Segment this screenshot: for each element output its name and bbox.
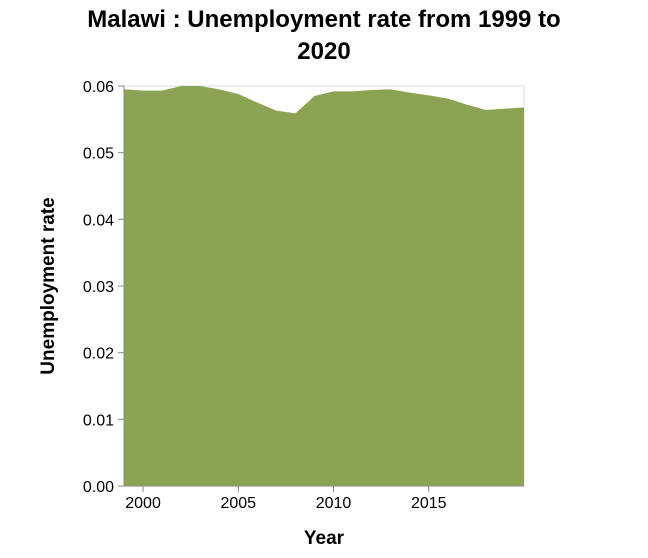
x-tick-label: 2000 [125,495,161,512]
y-tick-label: 0.02 [83,346,114,363]
y-axis: 0.00 0.01 0.02 0.03 0.04 0.05 0.06 [83,79,125,496]
x-axis: 2000 2005 2010 2015 [124,485,524,512]
x-tick-label: 2005 [220,495,256,512]
y-axis-title: Unemployment rate [38,197,59,374]
x-axis-title: Year [304,528,345,549]
chart-title: Malawi : Unemployment rate from 1999 to … [0,4,648,68]
x-tick-label: 2015 [411,495,447,512]
y-tick-label: 0.06 [83,79,114,96]
chart-title-line-2: 2020 [297,38,351,65]
y-tick-label: 0.03 [83,279,114,296]
y-tick-label: 0.00 [83,479,114,496]
y-tick-label: 0.01 [83,412,114,429]
x-tick-label: 2010 [316,495,352,512]
y-tick-label: 0.04 [83,212,114,229]
area-series-0 [124,86,524,486]
area-layer [124,86,524,486]
chart-title-line-1: Malawi : Unemployment rate from 1999 to [87,6,561,33]
y-tick-label: 0.05 [83,146,114,163]
